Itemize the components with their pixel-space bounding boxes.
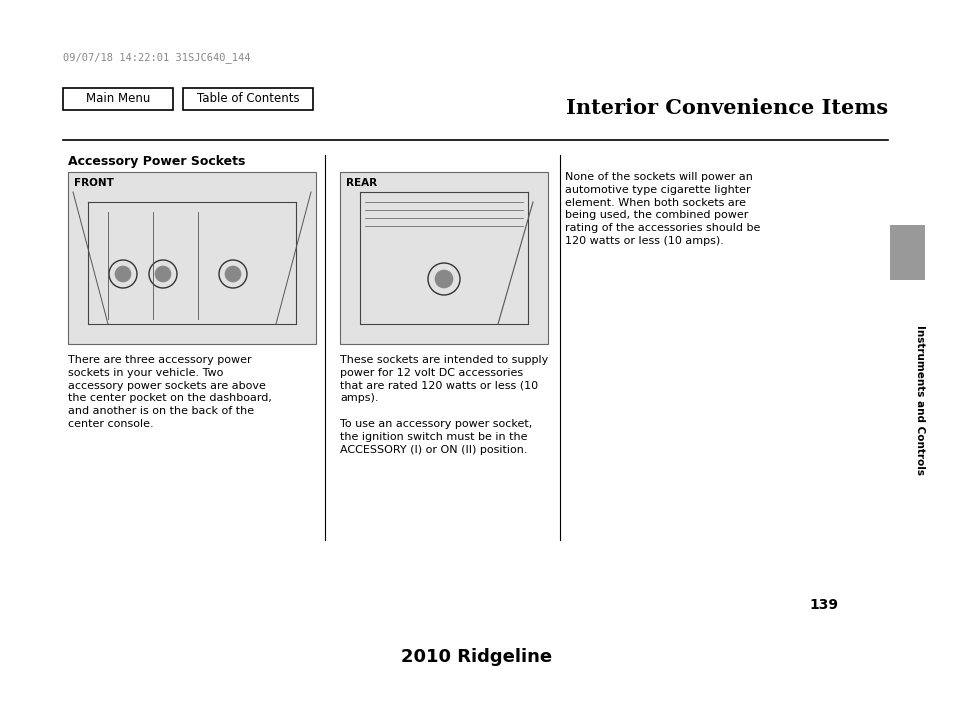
Circle shape <box>225 266 241 282</box>
Text: 09/07/18 14:22:01 31SJC640_144: 09/07/18 14:22:01 31SJC640_144 <box>63 52 251 63</box>
Text: These sockets are intended to supply
power for 12 volt DC accessories
that are r: These sockets are intended to supply pow… <box>339 355 548 454</box>
Bar <box>68 172 315 344</box>
Text: 139: 139 <box>808 598 837 612</box>
Text: 2010 Ridgeline: 2010 Ridgeline <box>401 648 552 666</box>
Bar <box>63 88 172 110</box>
Bar <box>889 225 924 280</box>
Text: There are three accessory power
sockets in your vehicle. Two
accessory power soc: There are three accessory power sockets … <box>68 355 272 429</box>
Circle shape <box>154 266 171 282</box>
Text: FRONT: FRONT <box>74 178 113 188</box>
Text: Main Menu: Main Menu <box>86 92 150 106</box>
Circle shape <box>115 266 131 282</box>
Text: REAR: REAR <box>346 178 376 188</box>
Text: Instruments and Controls: Instruments and Controls <box>914 325 924 475</box>
Circle shape <box>435 270 453 288</box>
Text: Accessory Power Sockets: Accessory Power Sockets <box>68 155 245 168</box>
Text: Interior Convenience Items: Interior Convenience Items <box>565 98 887 118</box>
Bar <box>183 88 313 110</box>
Text: None of the sockets will power an
automotive type cigarette lighter
element. Whe: None of the sockets will power an automo… <box>564 172 760 246</box>
Bar <box>339 172 547 344</box>
Text: Table of Contents: Table of Contents <box>196 92 299 106</box>
